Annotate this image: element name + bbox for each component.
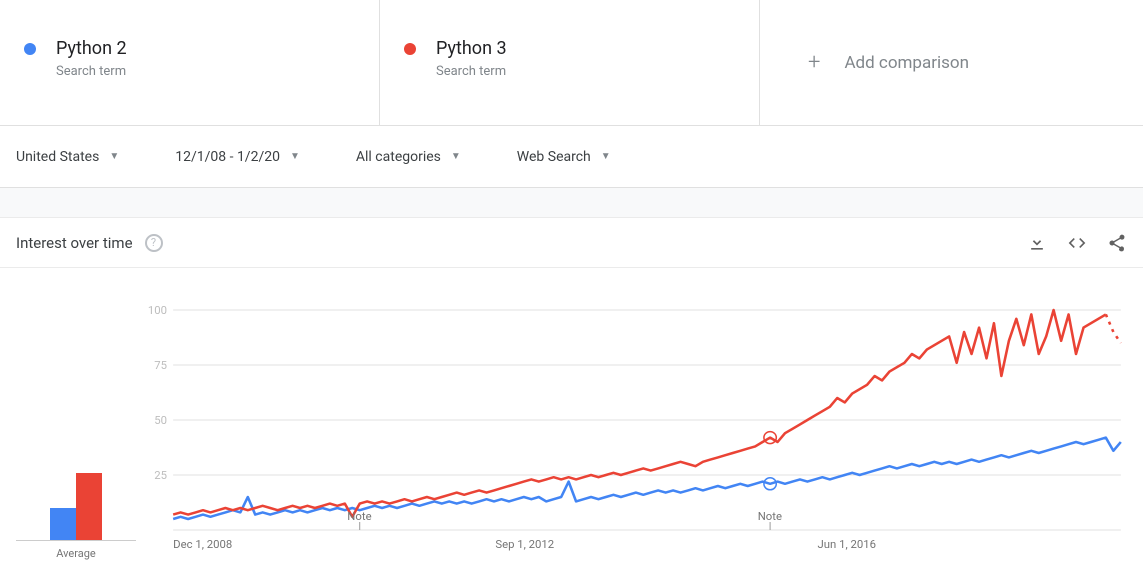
- average-label: Average: [56, 547, 96, 560]
- embed-icon[interactable]: [1067, 233, 1087, 253]
- avg-bar-term2: [76, 473, 102, 540]
- svg-text:75: 75: [154, 359, 167, 372]
- svg-text:Note: Note: [347, 510, 371, 523]
- chevron-down-icon: ▼: [109, 151, 119, 162]
- spacer-strip: [0, 188, 1143, 218]
- term-cell-1[interactable]: Python 2 Search term: [0, 0, 380, 125]
- chart-area: Average 25 50 75 100 Dec 1, 2008 Sep 1, 2012 J…: [0, 268, 1143, 568]
- svg-text:Sep 1, 2012: Sep 1, 2012: [495, 538, 554, 551]
- help-icon[interactable]: ?: [145, 234, 163, 252]
- time-filter[interactable]: 12/1/08 - 1/2/20 ▼: [175, 149, 300, 165]
- filter-row: United States ▼ 12/1/08 - 1/2/20 ▼ All c…: [0, 126, 1143, 188]
- share-icon[interactable]: [1107, 233, 1127, 253]
- geo-filter[interactable]: United States ▼: [16, 149, 119, 165]
- section-title: Interest over time: [16, 234, 133, 252]
- svg-text:Dec 1, 2008: Dec 1, 2008: [173, 538, 232, 551]
- average-bars: [50, 473, 102, 540]
- average-column: Average: [16, 300, 136, 560]
- line-chart[interactable]: 25 50 75 100 Dec 1, 2008 Sep 1, 2012 Jun 1, 20…: [136, 300, 1127, 560]
- svg-text:25: 25: [154, 469, 167, 482]
- search-type-filter-label: Web Search: [517, 149, 591, 165]
- avg-bar-term1: [50, 508, 76, 540]
- comparison-row: Python 2 Search term Python 3 Search ter…: [0, 0, 1143, 126]
- svg-text:100: 100: [148, 304, 167, 317]
- chevron-down-icon: ▼: [290, 151, 300, 162]
- time-filter-label: 12/1/08 - 1/2/20: [175, 149, 280, 165]
- term-sub-2: Search term: [436, 64, 507, 79]
- section-actions: [1027, 233, 1127, 253]
- term-sub-1: Search term: [56, 64, 127, 79]
- download-icon[interactable]: [1027, 233, 1047, 253]
- svg-text:50: 50: [154, 414, 167, 427]
- section-header: Interest over time ?: [0, 218, 1143, 268]
- term-label-2: Python 3: [436, 38, 507, 60]
- plus-icon: +: [808, 50, 820, 75]
- chevron-down-icon: ▼: [451, 151, 461, 162]
- term-dot-1: [24, 43, 36, 55]
- category-filter-label: All categories: [356, 149, 441, 165]
- term-label-1: Python 2: [56, 38, 127, 60]
- svg-text:Note: Note: [758, 510, 782, 523]
- chevron-down-icon: ▼: [601, 151, 611, 162]
- term-dot-2: [404, 43, 416, 55]
- search-type-filter[interactable]: Web Search ▼: [517, 149, 611, 165]
- add-comparison-button[interactable]: + Add comparison: [760, 0, 969, 125]
- geo-filter-label: United States: [16, 149, 99, 165]
- svg-text:Jun 1, 2016: Jun 1, 2016: [818, 538, 876, 551]
- term-cell-2[interactable]: Python 3 Search term: [380, 0, 760, 125]
- add-comparison-label: Add comparison: [844, 53, 969, 73]
- category-filter[interactable]: All categories ▼: [356, 149, 461, 165]
